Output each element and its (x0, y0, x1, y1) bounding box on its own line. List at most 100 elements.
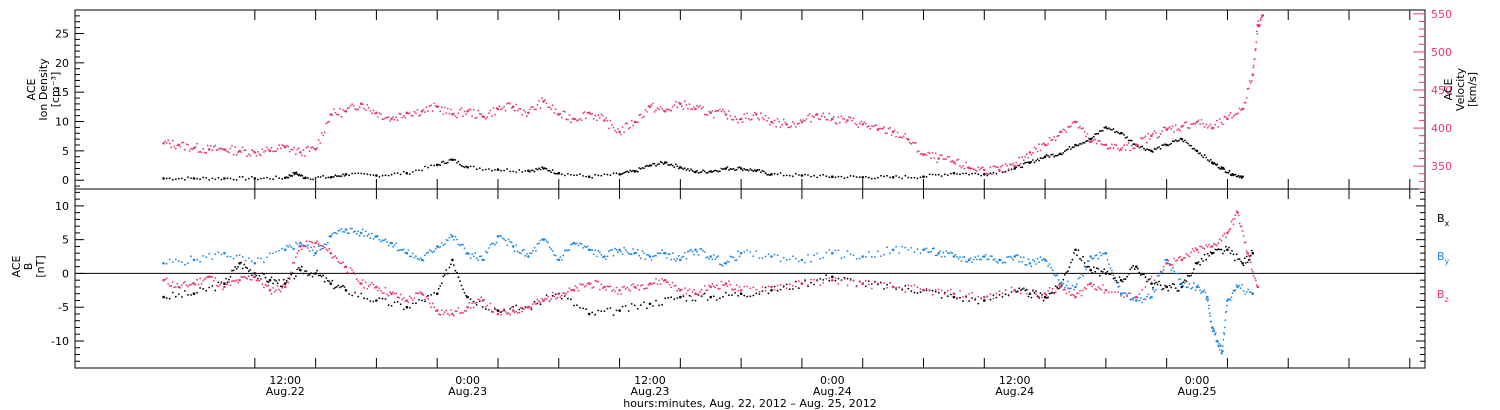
density-series-point (576, 174, 578, 177)
density-series-point (732, 167, 735, 170)
bx-series-point (1246, 261, 1249, 264)
by-series-point (746, 249, 749, 252)
density-series-point (643, 167, 645, 170)
velocity-series-point (424, 111, 426, 113)
density-series-point (220, 178, 223, 181)
by-series-point (629, 253, 632, 256)
bz-series-point (1076, 292, 1078, 294)
velocity-series-point (899, 136, 902, 138)
bx-series-point (238, 262, 241, 265)
by-series-point (907, 248, 910, 251)
bz-series-point (1240, 225, 1243, 228)
velocity-series-point (188, 150, 191, 152)
by-series-point (880, 255, 882, 257)
velocity-series-point (936, 161, 939, 164)
by-series-point (399, 249, 402, 251)
by-series-point (430, 250, 432, 252)
by-series-point (1176, 272, 1179, 275)
by-series-point (427, 251, 429, 254)
bz-series-point (266, 285, 268, 287)
by-series-point (562, 254, 565, 257)
bz-series-point (703, 285, 706, 287)
density-series-point (223, 177, 226, 180)
density-series-point (281, 177, 284, 180)
velocity-series-point (1206, 126, 1209, 129)
bx-series-point (1143, 273, 1145, 276)
density-series-point (238, 176, 241, 178)
by-series-point (396, 249, 399, 252)
density-series-point (205, 177, 208, 179)
velocity-series-point (1205, 123, 1208, 126)
velocity-series-point (1009, 163, 1011, 166)
density-series-point (904, 174, 907, 177)
by-series-point (320, 248, 323, 250)
density-series-point (679, 166, 682, 169)
bx-series-point (570, 298, 572, 301)
bx-series-point (1165, 285, 1168, 289)
bx-series-point (907, 287, 910, 290)
by-series-point (717, 255, 720, 257)
velocity-series-point (261, 148, 264, 151)
by-series-point (919, 252, 922, 255)
bz-series-point (317, 243, 320, 246)
by-series-point (463, 247, 466, 250)
bz-series-point (582, 283, 584, 286)
by-series-point (1212, 328, 1215, 331)
bx-series-point (785, 283, 788, 286)
density-series-point (384, 174, 387, 177)
by-series-point (1223, 331, 1225, 334)
by-series-point (431, 251, 434, 254)
by-series-point (333, 231, 335, 234)
bz-series-point (281, 287, 284, 289)
density-series-point (165, 177, 168, 180)
density-series-point (810, 175, 812, 178)
velocity-series-point (1199, 123, 1201, 126)
bz-series-point (1252, 275, 1255, 277)
bz-series-point (819, 284, 822, 287)
velocity-series-point (288, 150, 291, 153)
bx-series-point (1097, 268, 1100, 270)
by-series-point (1203, 289, 1205, 292)
density-series-point (858, 176, 861, 179)
density-series-point (1117, 131, 1119, 134)
velocity-series-point (181, 141, 183, 144)
bx-series-point (1085, 266, 1087, 268)
bz-series-point (475, 301, 478, 304)
density-series-point (551, 169, 554, 171)
velocity-series-point (796, 123, 799, 125)
velocity-series-point (650, 104, 653, 106)
bx-series-point (791, 288, 794, 290)
bx-series-point (1210, 251, 1214, 255)
by-series-point (1077, 277, 1080, 280)
by-series-point (412, 252, 414, 255)
density-series-point (1013, 167, 1016, 170)
by-series-point (1149, 297, 1151, 300)
density-series-point (734, 169, 736, 172)
by-series-point (357, 230, 360, 233)
bx-series-point (831, 275, 834, 279)
density-series-point (687, 167, 689, 170)
bx-series-point (633, 304, 636, 307)
by-series-point (1180, 282, 1184, 285)
by-series-point (1063, 286, 1066, 289)
bz-series-point (1256, 285, 1260, 289)
bx-series-point (396, 300, 399, 303)
bz-series-point (420, 292, 424, 296)
by-series-point (1221, 352, 1223, 355)
bz-series-point (363, 286, 366, 289)
velocity-series-point (320, 132, 323, 134)
bx-series-point (372, 300, 375, 303)
bx-series-point (1117, 281, 1119, 284)
by-series-point (1071, 284, 1074, 287)
density-series-point (886, 174, 888, 177)
by-series-point (1242, 290, 1245, 292)
bx-series-point (995, 296, 998, 299)
bz-series-point (339, 262, 341, 264)
by-series-point (281, 247, 284, 250)
velocity-series-point (521, 113, 524, 116)
velocity-series-point (583, 111, 586, 113)
velocity-series-point (1132, 147, 1135, 150)
velocity-series-point (598, 116, 601, 119)
density-tick-label: 15 (55, 86, 69, 99)
by-series-point (1047, 265, 1049, 267)
